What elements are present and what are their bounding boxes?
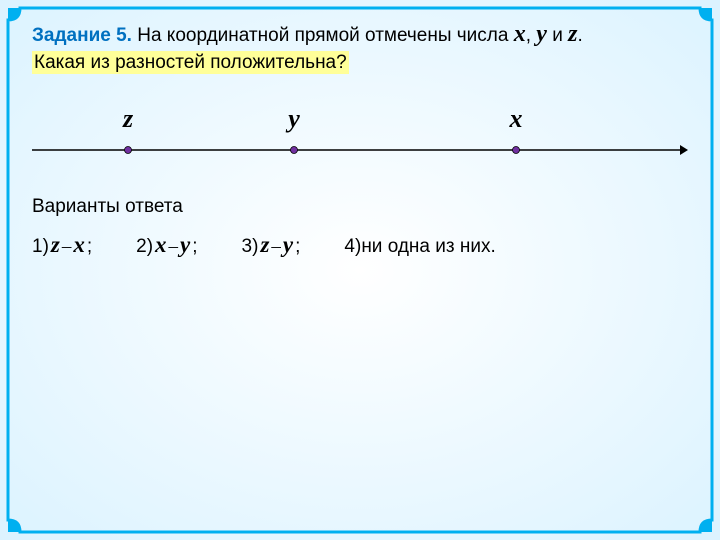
- var-y: y: [536, 21, 547, 47]
- option-2: 2) x–y ;: [136, 232, 197, 258]
- nl-label-x: x: [510, 104, 523, 134]
- task-statement: Задание 5. На координатной прямой отмече…: [32, 18, 688, 76]
- task-label: Задание 5.: [32, 25, 132, 46]
- number-line-svg: [32, 138, 692, 162]
- answers-title: Варианты ответа: [32, 196, 688, 218]
- nl-label-y: y: [288, 104, 300, 134]
- content-area: Задание 5. На координатной прямой отмече…: [32, 18, 688, 258]
- task-text-1: На координатной прямой отмечены числа: [137, 25, 514, 46]
- option-3: 3) z–y ;: [242, 232, 301, 258]
- answer-options: 1) z–x ; 2) x–y ; 3) z–y ; 4) ни одна из…: [32, 232, 688, 258]
- var-x: x: [514, 21, 526, 47]
- nl-label-z: z: [123, 104, 133, 134]
- number-line: z y x: [32, 104, 688, 184]
- task-question: Какая из разностей положительна?: [32, 51, 349, 74]
- option-1: 1) z–x ;: [32, 232, 92, 258]
- option-4: 4) ни одна из них.: [344, 236, 495, 258]
